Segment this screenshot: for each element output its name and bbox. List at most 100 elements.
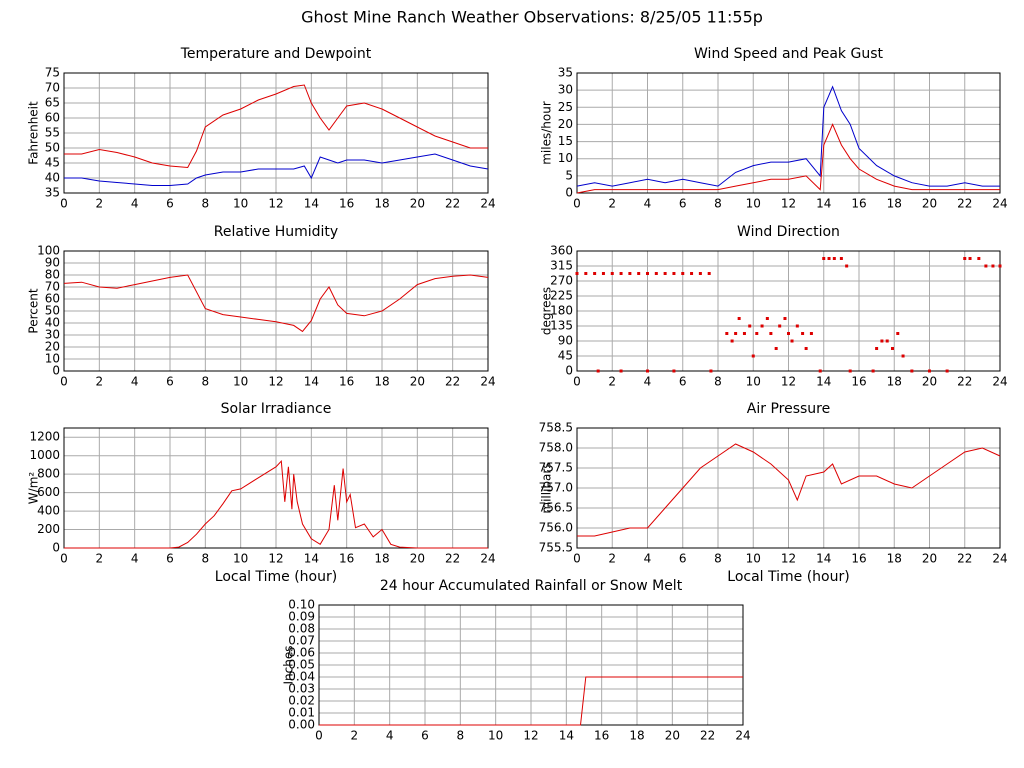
y-tick-label: 30 <box>45 328 60 342</box>
y-tick-label: 20 <box>45 340 60 354</box>
point <box>619 272 623 275</box>
y-tick-label: 55 <box>45 126 60 140</box>
x-tick-label: 4 <box>131 375 139 389</box>
point <box>628 272 632 275</box>
point <box>783 317 787 320</box>
x-tick-label: 10 <box>488 729 503 743</box>
point <box>765 317 769 320</box>
y-tick-label: 0.10 <box>288 598 315 612</box>
x-tick-label: 24 <box>735 729 750 743</box>
x-tick-label: 20 <box>410 552 425 566</box>
x-tick-label: 22 <box>445 552 460 566</box>
chart: Wind Directiondegrees0459013518022527031… <box>540 224 1008 389</box>
x-tick-label: 12 <box>781 197 796 211</box>
x-tick-label: 24 <box>992 197 1007 211</box>
point <box>945 369 949 373</box>
y-tick-label: 60 <box>45 111 60 125</box>
y-axis-label: miles/hour <box>540 101 554 165</box>
y-tick-label: 0.04 <box>288 670 315 684</box>
x-tick-label: 12 <box>268 375 283 389</box>
y-tick-label: 758.0 <box>539 441 573 455</box>
y-tick-label: 135 <box>550 319 573 333</box>
x-tick-label: 22 <box>957 197 972 211</box>
point <box>596 369 600 373</box>
point <box>977 257 981 260</box>
x-tick-label: 4 <box>131 552 139 566</box>
y-tick-label: 0.07 <box>288 634 315 648</box>
x-tick-label: 10 <box>233 552 248 566</box>
x-tick-label: 6 <box>679 197 687 211</box>
x-tick-label: 12 <box>523 729 538 743</box>
y-axis-label: Inches <box>282 646 296 685</box>
point <box>734 332 738 335</box>
y-axis-label: Percent <box>27 288 41 333</box>
point <box>774 347 778 350</box>
y-tick-label: 1200 <box>29 430 60 444</box>
x-tick-label: 8 <box>202 197 210 211</box>
y-tick-label: 270 <box>550 274 573 288</box>
y-tick-label: 755.5 <box>539 541 573 555</box>
y-tick-label: 80 <box>45 268 60 282</box>
y-tick-label: 315 <box>550 259 573 273</box>
x-tick-label: 6 <box>421 729 429 743</box>
y-axis-label: Fahrenheit <box>27 101 41 165</box>
x-tick-label: 0 <box>573 197 581 211</box>
point <box>880 339 884 343</box>
y-tick-label: 25 <box>558 100 573 114</box>
point <box>672 369 676 373</box>
y-axis-label: millibars <box>540 462 554 513</box>
y-tick-label: 10 <box>558 151 573 165</box>
point <box>928 369 931 373</box>
page-title: Ghost Mine Ranch Weather Observations: 8… <box>301 8 763 27</box>
plot-frame <box>63 72 489 194</box>
y-tick-label: 0 <box>52 364 60 378</box>
x-tick-label: 2 <box>608 197 616 211</box>
series-line <box>64 460 488 549</box>
y-tick-label: 40 <box>45 171 60 185</box>
x-tick-label: 0 <box>60 197 68 211</box>
y-tick-label: 65 <box>45 96 60 110</box>
point <box>804 347 808 350</box>
x-tick-label: 24 <box>480 375 495 389</box>
y-tick-label: 800 <box>37 467 60 481</box>
x-tick-label: 14 <box>304 197 319 211</box>
x-tick-label: 16 <box>851 552 866 566</box>
x-tick-label: 20 <box>410 197 425 211</box>
x-tick-label: 18 <box>887 375 902 389</box>
point <box>839 257 843 260</box>
point <box>984 264 988 268</box>
point <box>672 272 676 275</box>
point <box>845 264 849 268</box>
x-tick-label: 4 <box>131 197 139 211</box>
series-line <box>576 123 1000 194</box>
point <box>968 257 972 260</box>
y-tick-label: 70 <box>45 81 60 95</box>
series-line <box>64 84 488 169</box>
point <box>646 369 649 373</box>
y-tick-label: 35 <box>45 186 60 200</box>
y-tick-label: 360 <box>550 244 573 258</box>
point <box>801 332 805 335</box>
x-tick-label: 22 <box>445 375 460 389</box>
y-tick-label: 15 <box>558 134 573 148</box>
y-axis-label: W/m² <box>27 472 41 505</box>
x-tick-label: 20 <box>922 375 937 389</box>
y-tick-label: 200 <box>37 522 60 536</box>
point <box>593 272 597 275</box>
x-tick-label: 10 <box>746 197 761 211</box>
x-tick-label: 6 <box>679 375 687 389</box>
point <box>584 272 588 275</box>
point <box>637 272 641 275</box>
chart: Air Pressure millibars Local Time (hour) 75… <box>539 401 1008 585</box>
x-tick-label: 22 <box>700 729 715 743</box>
x-tick-label: 2 <box>96 552 104 566</box>
chart-title: Wind Speed and Peak Gust <box>694 46 883 62</box>
point <box>901 354 905 358</box>
point <box>822 257 826 260</box>
x-tick-label: 18 <box>374 552 389 566</box>
x-tick-label: 8 <box>202 375 210 389</box>
y-tick-label: 180 <box>550 304 573 318</box>
y-tick-label: 90 <box>558 334 573 348</box>
